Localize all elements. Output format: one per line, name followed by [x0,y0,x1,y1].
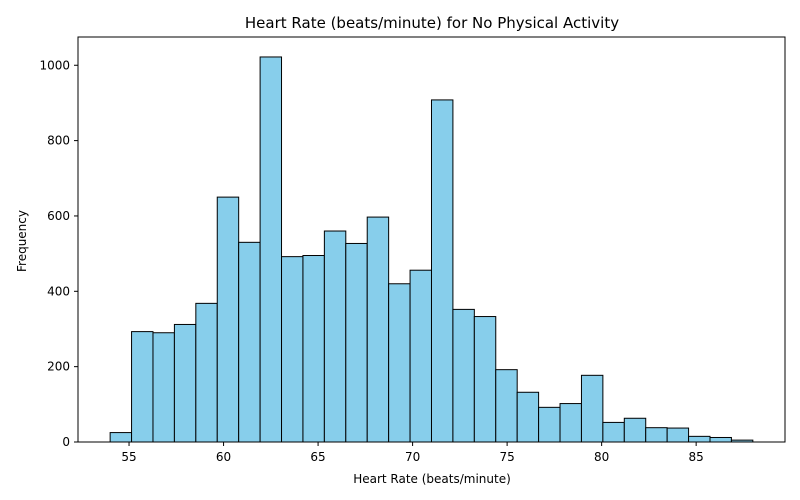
histogram-bar [580,374,604,443]
y-axis-label: Frequency [15,210,29,272]
bars-group [109,56,754,443]
histogram-bar [216,196,240,443]
histogram-bar [516,391,540,443]
histogram-bar [559,403,582,443]
histogram-bar [131,331,154,443]
histogram-bar [173,323,197,443]
histogram-bar [302,255,325,443]
histogram-bar [152,332,175,443]
y-tick-label: 0 [62,435,70,449]
histogram-bar [388,283,411,443]
x-tick-label: 55 [121,450,136,464]
y-tick-label: 1000 [39,58,70,72]
y-tick-label: 200 [47,360,70,374]
x-tick-label: 60 [216,450,231,464]
histogram-bar [645,427,668,443]
histogram-bar [323,230,347,443]
histogram-bar [473,316,497,443]
y-tick-label: 800 [47,134,70,148]
histogram-bar [409,269,432,443]
y-tick-label: 400 [47,284,70,298]
chart-title: Heart Rate (beats/minute) for No Physica… [245,14,619,32]
x-tick-label: 65 [310,450,325,464]
histogram-bar [430,99,454,443]
histogram-bar [623,417,647,443]
histogram-bar [195,302,218,443]
y-axis-ticks: 0 200 400 600 800 1000 [39,58,78,449]
x-axis-ticks: 55 60 65 70 75 80 85 [121,442,704,464]
histogram-bar [366,216,390,443]
x-tick-label: 85 [689,450,704,464]
x-axis-label: Heart Rate (beats/minute) [353,472,511,486]
x-tick-label: 80 [594,450,609,464]
histogram-bar [709,436,732,443]
histogram-bar [238,241,261,443]
x-tick-label: 70 [405,450,420,464]
x-tick-label: 75 [499,450,514,464]
histogram-bar [495,369,518,443]
histogram-bar [109,432,133,443]
y-tick-label: 600 [47,209,70,223]
histogram-bar [688,435,711,443]
histogram-bar [259,56,283,443]
plot-frame [77,36,786,443]
histogram-bar [538,406,561,443]
histogram-bar [602,421,625,443]
histogram-bar [452,308,475,443]
histogram-bar [281,256,304,443]
histogram-bar [345,242,368,443]
histogram-bar [666,427,690,443]
